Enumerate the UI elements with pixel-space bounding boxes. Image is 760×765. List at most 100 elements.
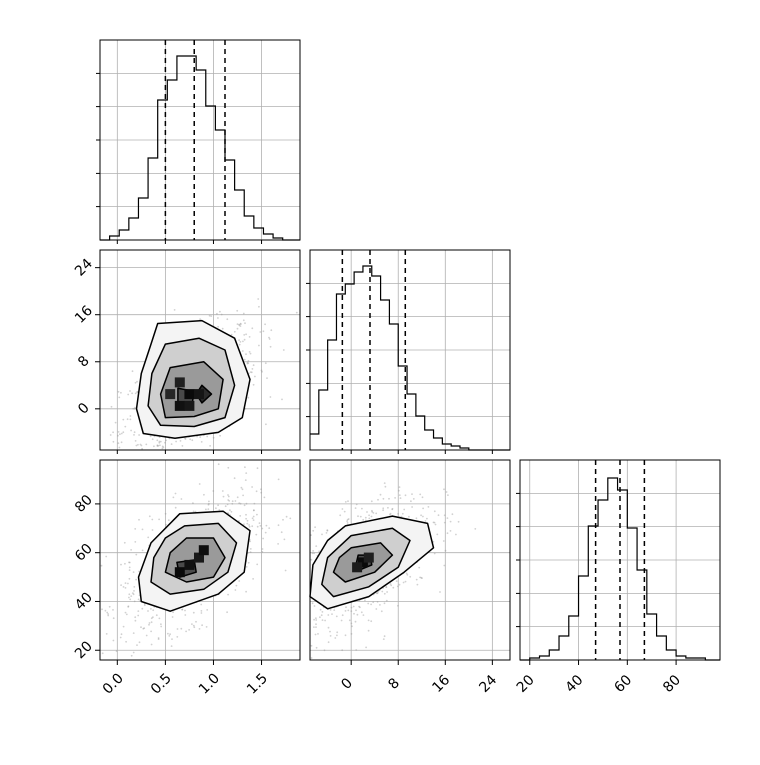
scatter-point xyxy=(134,406,136,409)
scatter-point xyxy=(313,552,315,555)
scatter-point xyxy=(156,439,159,442)
scatter-point xyxy=(134,528,137,530)
scatter-point xyxy=(248,524,251,526)
scatter-point xyxy=(208,314,211,317)
scatter-point xyxy=(119,433,121,436)
scatter-point xyxy=(249,352,252,355)
scatter-point xyxy=(208,500,210,503)
scatter-point xyxy=(311,552,314,555)
scatter-point xyxy=(147,610,149,612)
scatter-point xyxy=(354,507,357,509)
scatter-point xyxy=(153,445,155,448)
scatter-point xyxy=(315,619,318,621)
scatter-point xyxy=(284,569,287,572)
scatter-point xyxy=(375,512,378,515)
scatter-point xyxy=(357,515,359,518)
scatter-point xyxy=(218,509,221,511)
scatter-point xyxy=(242,494,245,497)
scatter-point xyxy=(392,586,395,589)
scatter-point xyxy=(249,548,252,550)
scatter-point xyxy=(243,504,246,507)
scatter-point xyxy=(245,472,248,474)
scatter-point xyxy=(400,515,403,518)
scatter-point xyxy=(324,619,326,622)
density-cell-2-0 xyxy=(357,557,368,568)
scatter-point xyxy=(110,405,113,408)
scatter-point xyxy=(234,500,237,502)
scatter-point xyxy=(327,641,330,644)
scatter-point xyxy=(356,613,359,616)
scatter-point xyxy=(248,525,251,528)
scatter-point xyxy=(403,508,406,511)
scatter-point xyxy=(206,435,209,438)
scatter-point xyxy=(310,558,313,561)
scatter-point xyxy=(277,478,280,481)
scatter-point xyxy=(132,651,135,654)
scatter-point xyxy=(233,477,236,480)
scatter-point xyxy=(346,522,349,524)
scatter-point xyxy=(264,362,267,365)
density-cell-0-2 xyxy=(174,377,185,388)
scatter-point xyxy=(184,438,187,440)
scatter-point xyxy=(133,431,136,434)
scatter-point xyxy=(181,445,184,447)
scatter-point xyxy=(419,576,421,579)
scatter-point xyxy=(261,370,263,373)
scatter-point xyxy=(265,524,268,527)
scatter-point xyxy=(321,619,324,621)
scatter-point xyxy=(148,623,150,626)
scatter-point xyxy=(321,533,323,536)
scatter-point xyxy=(252,383,255,386)
scatter-point xyxy=(242,340,244,343)
scatter-point xyxy=(256,513,258,516)
density-cell-2-2 xyxy=(363,552,374,563)
scatter-point xyxy=(236,323,239,325)
scatter-point xyxy=(319,608,322,611)
scatter-point xyxy=(158,441,161,444)
scatter-point xyxy=(231,502,234,505)
scatter-point xyxy=(142,627,145,630)
scatter-point xyxy=(203,493,205,496)
scatter-point xyxy=(101,608,103,611)
scatter-point xyxy=(372,512,375,514)
scatter-point xyxy=(130,549,133,551)
scatter-point xyxy=(112,431,114,434)
x-axis-0: 0.0 0.5 1.0 1.5 xyxy=(100,660,271,698)
scatter-point xyxy=(227,466,230,469)
scatter-point xyxy=(172,611,175,614)
scatter-point xyxy=(268,338,271,340)
scatter-point xyxy=(133,600,136,603)
scatter-point xyxy=(419,493,422,496)
scatter-point xyxy=(325,532,328,534)
scatter-point xyxy=(249,551,252,553)
scatter-point xyxy=(158,617,161,620)
scatter-point xyxy=(137,614,140,617)
scatter-point xyxy=(130,595,133,597)
scatter-point xyxy=(239,323,242,325)
scatter-point xyxy=(141,549,144,552)
scatter-point xyxy=(246,362,249,365)
scatter-point xyxy=(136,391,139,394)
scatter-point xyxy=(180,498,183,500)
scatter-point xyxy=(312,550,314,552)
scatter-point xyxy=(136,390,139,393)
scatter-point xyxy=(245,502,248,505)
scatter-point xyxy=(421,577,423,579)
scatter-point xyxy=(245,333,248,336)
scatter-point xyxy=(229,509,231,512)
scatter-point xyxy=(234,589,237,591)
scatter-point xyxy=(205,626,208,628)
scatter-point xyxy=(446,532,449,535)
scatter-point xyxy=(259,331,262,333)
scatter-point xyxy=(249,371,252,373)
scatter-point xyxy=(151,529,154,531)
scatter-point xyxy=(215,507,217,510)
scatter-point xyxy=(208,502,210,505)
scatter-point xyxy=(243,523,245,526)
scatter-point xyxy=(433,552,436,555)
density-cell-1-3 xyxy=(198,545,209,556)
y-tick-label-1-0: 0 xyxy=(75,400,93,418)
scatter-point xyxy=(246,519,249,522)
x-tick-label-2-2: 60 xyxy=(611,672,635,696)
